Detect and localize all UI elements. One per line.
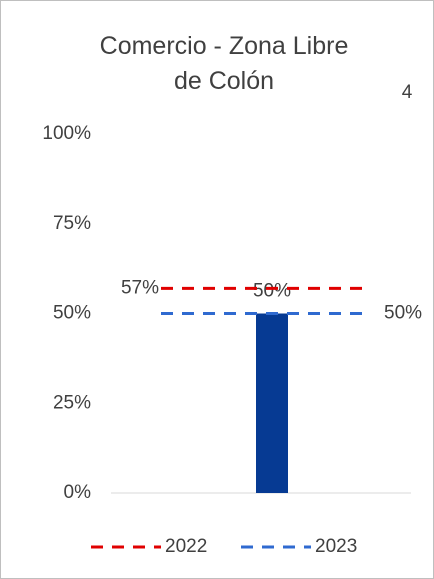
legend-label: 2023 xyxy=(315,536,357,557)
bar xyxy=(256,313,288,493)
y-tick-label: 100% xyxy=(42,123,91,144)
reference-label: 57% xyxy=(121,277,159,298)
legend-label: 2022 xyxy=(165,536,207,557)
y-tick-label: 25% xyxy=(53,392,91,413)
value-label: 50% xyxy=(253,281,291,302)
reference-label: 50% xyxy=(384,303,422,324)
y-tick-label: 50% xyxy=(53,303,91,324)
annotation: 4 xyxy=(402,82,413,103)
chart-title: Comercio - Zona Libre de Colón xyxy=(99,32,349,95)
y-tick-label: 0% xyxy=(64,482,92,503)
y-tick-label: 75% xyxy=(53,213,91,234)
